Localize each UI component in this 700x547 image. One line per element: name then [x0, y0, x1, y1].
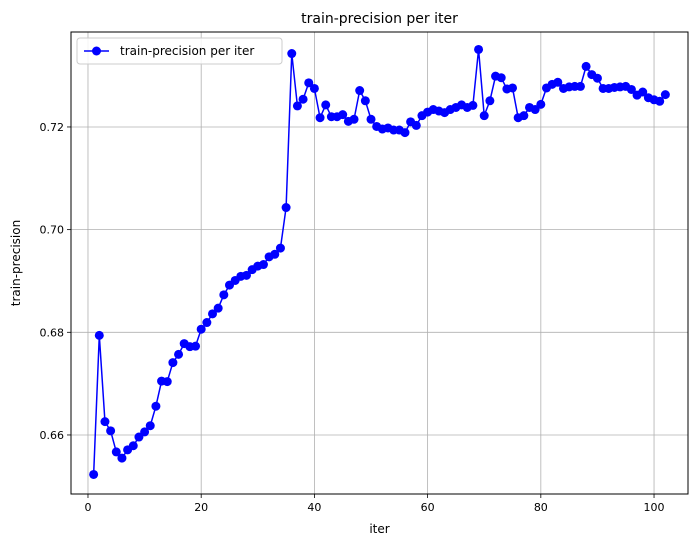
- data-point: [208, 309, 218, 319]
- data-point: [287, 49, 297, 59]
- data-point: [128, 441, 138, 451]
- data-point: [275, 243, 285, 253]
- x-tick-label: 100: [644, 501, 665, 514]
- y-tick-label: 0.68: [40, 326, 65, 339]
- data-point: [94, 330, 104, 340]
- data-point: [89, 469, 99, 479]
- x-tick-label: 0: [84, 501, 91, 514]
- series-layer: [89, 44, 670, 479]
- data-point: [626, 84, 636, 94]
- data-point: [400, 128, 410, 138]
- data-point: [168, 358, 178, 368]
- data-point: [485, 96, 495, 106]
- x-axis-label: iter: [369, 522, 389, 536]
- grid: [71, 32, 688, 494]
- data-point: [508, 83, 518, 93]
- data-point: [592, 73, 602, 83]
- data-point: [536, 99, 546, 109]
- y-axis-label: train-precision: [9, 220, 23, 306]
- data-point: [145, 421, 155, 431]
- y-tick-label: 0.70: [40, 224, 65, 237]
- data-point: [281, 203, 291, 213]
- x-tick-label: 80: [534, 501, 548, 514]
- data-point: [321, 100, 331, 110]
- legend: train-precision per iter: [76, 37, 283, 65]
- data-point: [298, 94, 308, 104]
- data-point: [202, 318, 212, 328]
- plot-frame: [70, 31, 689, 495]
- data-point: [360, 96, 370, 106]
- data-point: [140, 427, 150, 437]
- data-point: [117, 453, 127, 463]
- y-tick-label: 0.66: [40, 429, 65, 442]
- data-point: [411, 120, 421, 130]
- data-point: [349, 114, 359, 124]
- data-point: [338, 110, 348, 120]
- data-point: [468, 100, 478, 110]
- data-point: [270, 249, 280, 259]
- data-point: [496, 73, 506, 83]
- data-point: [219, 290, 229, 300]
- data-point: [191, 341, 201, 351]
- ticks: 0 20 40 60 80 100 0.66 0.68 0.70 0.72: [40, 121, 665, 514]
- data-point: [162, 377, 172, 387]
- data-point: [174, 349, 184, 359]
- data-point: [474, 44, 484, 54]
- data-point: [151, 401, 161, 411]
- legend-box: [76, 37, 283, 65]
- data-point: [519, 111, 529, 121]
- data-point: [241, 270, 251, 280]
- data-point: [355, 86, 365, 96]
- data-point: [479, 111, 489, 121]
- data-point: [315, 113, 325, 123]
- data-point: [581, 61, 591, 71]
- data-point: [196, 324, 206, 334]
- y-tick-label: 0.72: [40, 121, 65, 134]
- data-point: [100, 417, 110, 427]
- data-point: [638, 87, 648, 97]
- x-tick-label: 40: [307, 501, 321, 514]
- data-point: [366, 114, 376, 124]
- data-point: [575, 81, 585, 91]
- x-tick-label: 60: [421, 501, 435, 514]
- x-tick-label: 20: [194, 501, 208, 514]
- legend-marker-swatch: [92, 46, 101, 56]
- legend-label: train-precision per iter: [120, 44, 254, 58]
- data-point: [106, 426, 116, 436]
- data-point: [309, 83, 319, 93]
- data-point: [660, 90, 670, 100]
- data-point: [304, 78, 314, 88]
- data-point: [655, 96, 665, 106]
- data-point: [292, 101, 302, 111]
- chart-title: train-precision per iter: [301, 11, 458, 27]
- data-point: [111, 447, 121, 457]
- data-point: [213, 303, 223, 313]
- data-point: [258, 260, 268, 270]
- data-point: [553, 77, 563, 87]
